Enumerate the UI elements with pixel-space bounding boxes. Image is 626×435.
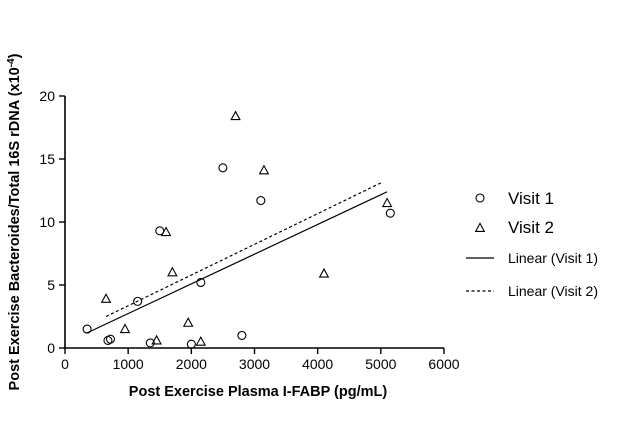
y-tick-label: 20 [39, 88, 55, 104]
legend-label: Visit 2 [508, 218, 554, 237]
y-axis-title-close: ) [7, 53, 23, 58]
legend-label: Linear (Visit 2) [508, 283, 598, 299]
visit-1-point [186, 339, 196, 349]
y-axis-title: Post Exercise Bacteroides/Total 16S rDNA… [6, 53, 24, 390]
y-tick-label: 5 [47, 277, 55, 293]
visit-2-point [160, 226, 172, 237]
visit-1-point [237, 330, 247, 340]
visit-1-point [105, 334, 116, 344]
x-axis-ticks: 0 1000 2000 3000 4000 5000 6000 [61, 348, 460, 372]
visit-1-point [385, 208, 395, 218]
visit-2-point [119, 323, 131, 334]
trendline-visit-1 [86, 191, 388, 334]
visit-2-point [230, 110, 241, 121]
visit-2-point [167, 266, 178, 277]
legend-triangle-marker [474, 222, 486, 232]
visit-2-point [151, 334, 162, 345]
y-tick-label: 15 [39, 151, 55, 167]
visit-1-point [145, 338, 155, 348]
visit-2-point [258, 164, 270, 175]
y-tick-label: 10 [39, 214, 55, 230]
visit-1-point [218, 163, 228, 173]
x-tick-label: 0 [61, 356, 69, 372]
visit-1-point [196, 277, 206, 288]
legend-circle-marker [475, 193, 485, 203]
x-tick-label: 1000 [113, 356, 144, 372]
visit-1-point [82, 324, 92, 334]
x-axis-title: Post Exercise Plasma I-FABP (pg/mL) [129, 384, 388, 400]
visit-2-point [381, 197, 393, 208]
y-axis-ticks: 0 5 10 15 20 [39, 88, 65, 356]
visit-2-point [195, 335, 207, 346]
x-tick-label: 2000 [176, 356, 207, 372]
legend: Visit 1 Visit 2 Linear (Visit 1) Linear (Vi… [466, 189, 598, 299]
visit-2-point [182, 317, 194, 327]
y-axis-title-main: Post Exercise Bacteroides/Total 16S rDNA… [7, 67, 23, 390]
y-tick-label: 0 [47, 340, 55, 356]
x-tick-label: 3000 [239, 356, 270, 372]
plot-area [82, 110, 395, 349]
x-tick-label: 6000 [428, 356, 459, 372]
legend-label: Linear (Visit 1) [508, 250, 598, 266]
legend-label: Visit 1 [508, 189, 554, 208]
visit-2-point [318, 267, 330, 278]
y-axis-title-exponent: -4 [6, 58, 17, 67]
x-tick-label: 5000 [365, 356, 396, 372]
axes [64, 96, 444, 349]
visit-1-point [133, 296, 143, 306]
visit-1-point [256, 196, 266, 206]
trendline-visit-2 [105, 182, 382, 318]
visit-2-point [100, 293, 112, 303]
x-tick-label: 4000 [302, 356, 333, 372]
